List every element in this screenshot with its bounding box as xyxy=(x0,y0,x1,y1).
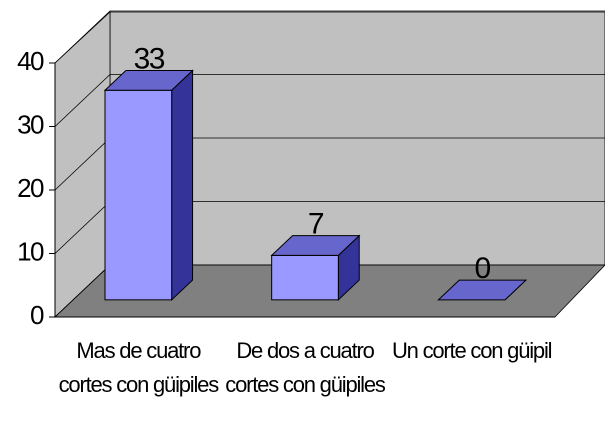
x-tick-label: De dos a cuatro cortes con güipiles xyxy=(225,338,386,397)
grid-line xyxy=(54,74,605,127)
bar-top xyxy=(437,279,528,301)
bar xyxy=(271,254,339,301)
x-tick-label: Mas de cuatro cortes con güipiles xyxy=(58,338,220,397)
value-label: 33 xyxy=(134,42,165,75)
bar-side xyxy=(171,69,194,302)
y-tick-label: 20 xyxy=(17,173,44,203)
grid-line xyxy=(54,10,605,64)
bar-top xyxy=(270,235,361,256)
value-label: 7 xyxy=(308,208,324,241)
y-tick-label: 40 xyxy=(17,46,44,76)
bar-top xyxy=(103,70,194,91)
x-tick-label: Un corte con güipil xyxy=(391,338,553,363)
value-label: 0 xyxy=(475,252,491,285)
bar xyxy=(104,89,173,301)
y-tick-label: 0 xyxy=(30,300,44,330)
y-tick-label: 10 xyxy=(17,236,44,266)
y-tick-label: 30 xyxy=(17,109,44,139)
